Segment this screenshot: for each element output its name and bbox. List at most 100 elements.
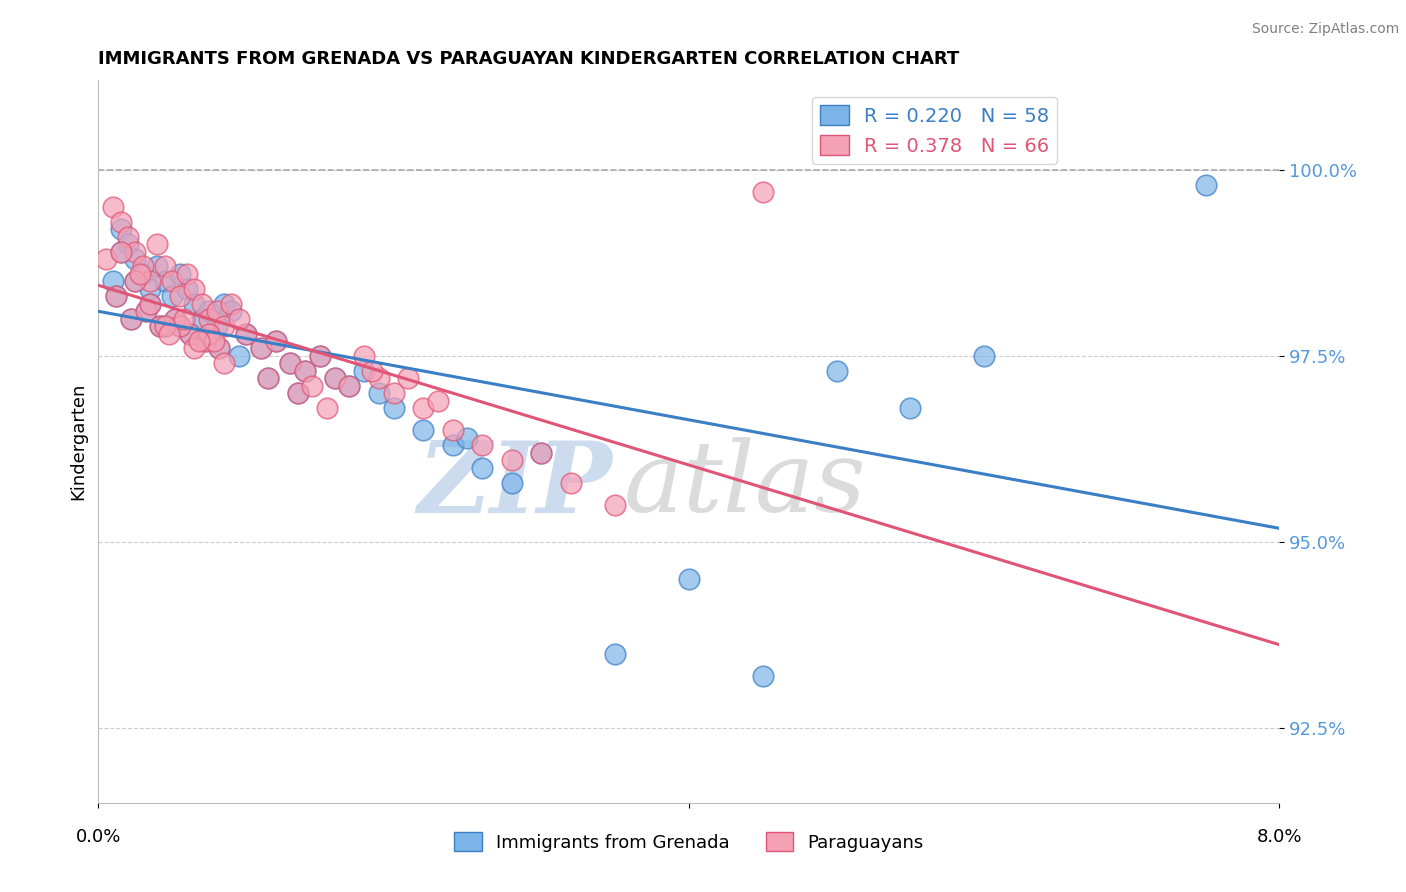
- Point: [110, 244, 132, 259]
- Point: [139, 297, 162, 311]
- Point: [257, 371, 280, 385]
- Point: [208, 342, 231, 356]
- Point: [128, 267, 150, 281]
- Point: [294, 364, 316, 378]
- Point: [353, 349, 375, 363]
- Point: [198, 304, 221, 318]
- Point: [427, 393, 450, 408]
- Point: [412, 401, 434, 415]
- Point: [605, 498, 627, 512]
- Point: [139, 297, 162, 311]
- Point: [103, 200, 125, 214]
- Point: [250, 342, 273, 356]
- Point: [169, 289, 191, 303]
- Point: [105, 289, 128, 303]
- Point: [120, 311, 142, 326]
- Point: [323, 371, 346, 385]
- Point: [198, 326, 221, 341]
- Point: [441, 438, 464, 452]
- Point: [212, 356, 235, 370]
- Point: [316, 401, 339, 415]
- Point: [135, 304, 157, 318]
- Point: [382, 401, 405, 415]
- Point: [287, 386, 309, 401]
- Point: [339, 378, 361, 392]
- Point: [187, 334, 209, 348]
- Point: [165, 311, 187, 326]
- Point: [294, 364, 316, 378]
- Point: [212, 297, 235, 311]
- Point: [382, 386, 405, 401]
- Point: [124, 274, 146, 288]
- Point: [194, 334, 217, 348]
- Point: [117, 229, 139, 244]
- Point: [309, 349, 332, 363]
- Point: [530, 446, 553, 460]
- Point: [530, 446, 553, 460]
- Point: [752, 185, 775, 199]
- Point: [678, 572, 700, 586]
- Point: [353, 364, 375, 378]
- Point: [110, 215, 132, 229]
- Point: [825, 364, 848, 378]
- Point: [120, 311, 142, 326]
- Point: [605, 647, 627, 661]
- Point: [162, 289, 183, 303]
- Point: [135, 304, 157, 318]
- Point: [146, 260, 169, 274]
- Legend: Immigrants from Grenada, Paraguayans: Immigrants from Grenada, Paraguayans: [447, 825, 931, 859]
- Point: [309, 349, 332, 363]
- Point: [457, 431, 479, 445]
- Point: [183, 342, 205, 356]
- Point: [368, 371, 391, 385]
- Point: [205, 304, 228, 318]
- Point: [124, 244, 146, 259]
- Point: [235, 326, 257, 341]
- Point: [221, 297, 243, 311]
- Point: [149, 319, 172, 334]
- Point: [179, 326, 201, 341]
- Point: [169, 319, 191, 334]
- Point: [471, 438, 494, 452]
- Point: [301, 378, 323, 392]
- Point: [202, 334, 225, 348]
- Point: [124, 274, 146, 288]
- Point: [560, 475, 582, 490]
- Point: [501, 453, 523, 467]
- Point: [398, 371, 420, 385]
- Text: 8.0%: 8.0%: [1257, 828, 1302, 846]
- Text: IMMIGRANTS FROM GRENADA VS PARAGUAYAN KINDERGARTEN CORRELATION CHART: IMMIGRANTS FROM GRENADA VS PARAGUAYAN KI…: [98, 50, 960, 68]
- Point: [103, 274, 125, 288]
- Point: [194, 334, 217, 348]
- Text: 0.0%: 0.0%: [76, 828, 121, 846]
- Point: [900, 401, 922, 415]
- Point: [153, 260, 176, 274]
- Point: [228, 349, 250, 363]
- Point: [280, 356, 302, 370]
- Point: [441, 423, 464, 437]
- Point: [179, 326, 201, 341]
- Point: [221, 304, 243, 318]
- Point: [339, 378, 361, 392]
- Text: atlas: atlas: [624, 437, 866, 533]
- Point: [169, 267, 191, 281]
- Point: [176, 282, 198, 296]
- Point: [1195, 178, 1218, 192]
- Point: [250, 342, 273, 356]
- Point: [205, 319, 228, 334]
- Point: [368, 386, 391, 401]
- Point: [169, 319, 191, 334]
- Point: [323, 371, 346, 385]
- Point: [132, 267, 155, 281]
- Point: [149, 319, 172, 334]
- Point: [280, 356, 302, 370]
- Point: [173, 311, 195, 326]
- Point: [471, 460, 494, 475]
- Point: [165, 311, 187, 326]
- Point: [117, 237, 139, 252]
- Point: [105, 289, 128, 303]
- Point: [287, 386, 309, 401]
- Point: [198, 326, 221, 341]
- Point: [191, 297, 214, 311]
- Point: [191, 311, 214, 326]
